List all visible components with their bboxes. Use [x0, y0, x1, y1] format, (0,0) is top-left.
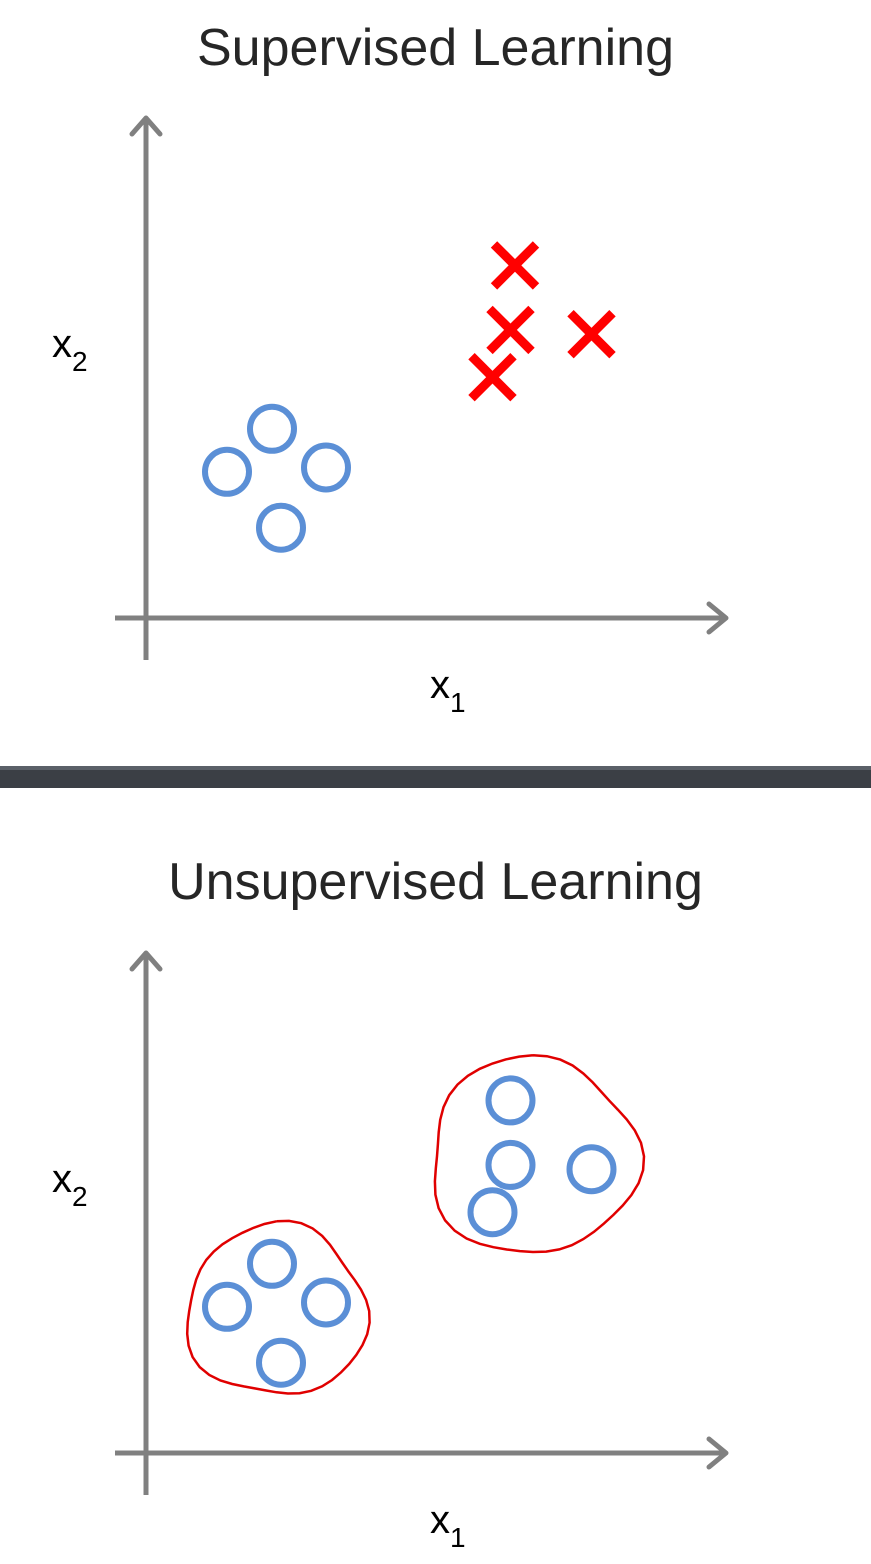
axes-supervised [115, 115, 729, 660]
x-axis-label-unsupervised: x1 [430, 1498, 466, 1553]
scatter-plot-supervised: x2 x1 [52, 115, 729, 718]
circle-point [566, 1144, 617, 1195]
cluster-outlines [185, 1054, 646, 1395]
cluster-outline-1 [185, 1219, 371, 1395]
cross-point [486, 305, 535, 355]
x-axis-arrowhead [706, 601, 729, 635]
cross-point [468, 353, 517, 402]
axes-unsupervised [115, 950, 729, 1495]
cross-point [490, 241, 540, 290]
circle-point [301, 442, 351, 493]
chart-title-supervised: Supervised Learning [197, 19, 674, 77]
y-axis-arrowhead [129, 950, 163, 972]
y-axis-label-unsupervised: x2 [52, 1157, 88, 1212]
x-axis-label-supervised: x1 [430, 663, 466, 718]
marks-unsupervised [202, 1075, 617, 1388]
scatter-plot-unsupervised: x2 x1 [52, 950, 729, 1553]
section-divider-highlight [0, 766, 871, 770]
circle-point [301, 1277, 351, 1328]
cluster-outline-2 [433, 1054, 646, 1254]
circle-point [202, 1281, 252, 1332]
circle-point [485, 1139, 536, 1190]
circle-point [247, 1238, 297, 1289]
y-axis-arrowhead [129, 115, 163, 137]
cross-point [567, 310, 616, 359]
circle-point [467, 1187, 518, 1238]
circle-point [202, 446, 252, 497]
circle-point [247, 403, 297, 454]
circle-point [256, 502, 306, 553]
circle-point [485, 1075, 536, 1126]
marks-supervised [202, 241, 616, 553]
section-divider [0, 766, 871, 788]
x-axis-arrowhead [706, 1436, 729, 1470]
circle-point [256, 1337, 306, 1388]
chart-title-unsupervised: Unsupervised Learning [168, 853, 703, 911]
y-axis-label-supervised: x2 [52, 322, 88, 377]
